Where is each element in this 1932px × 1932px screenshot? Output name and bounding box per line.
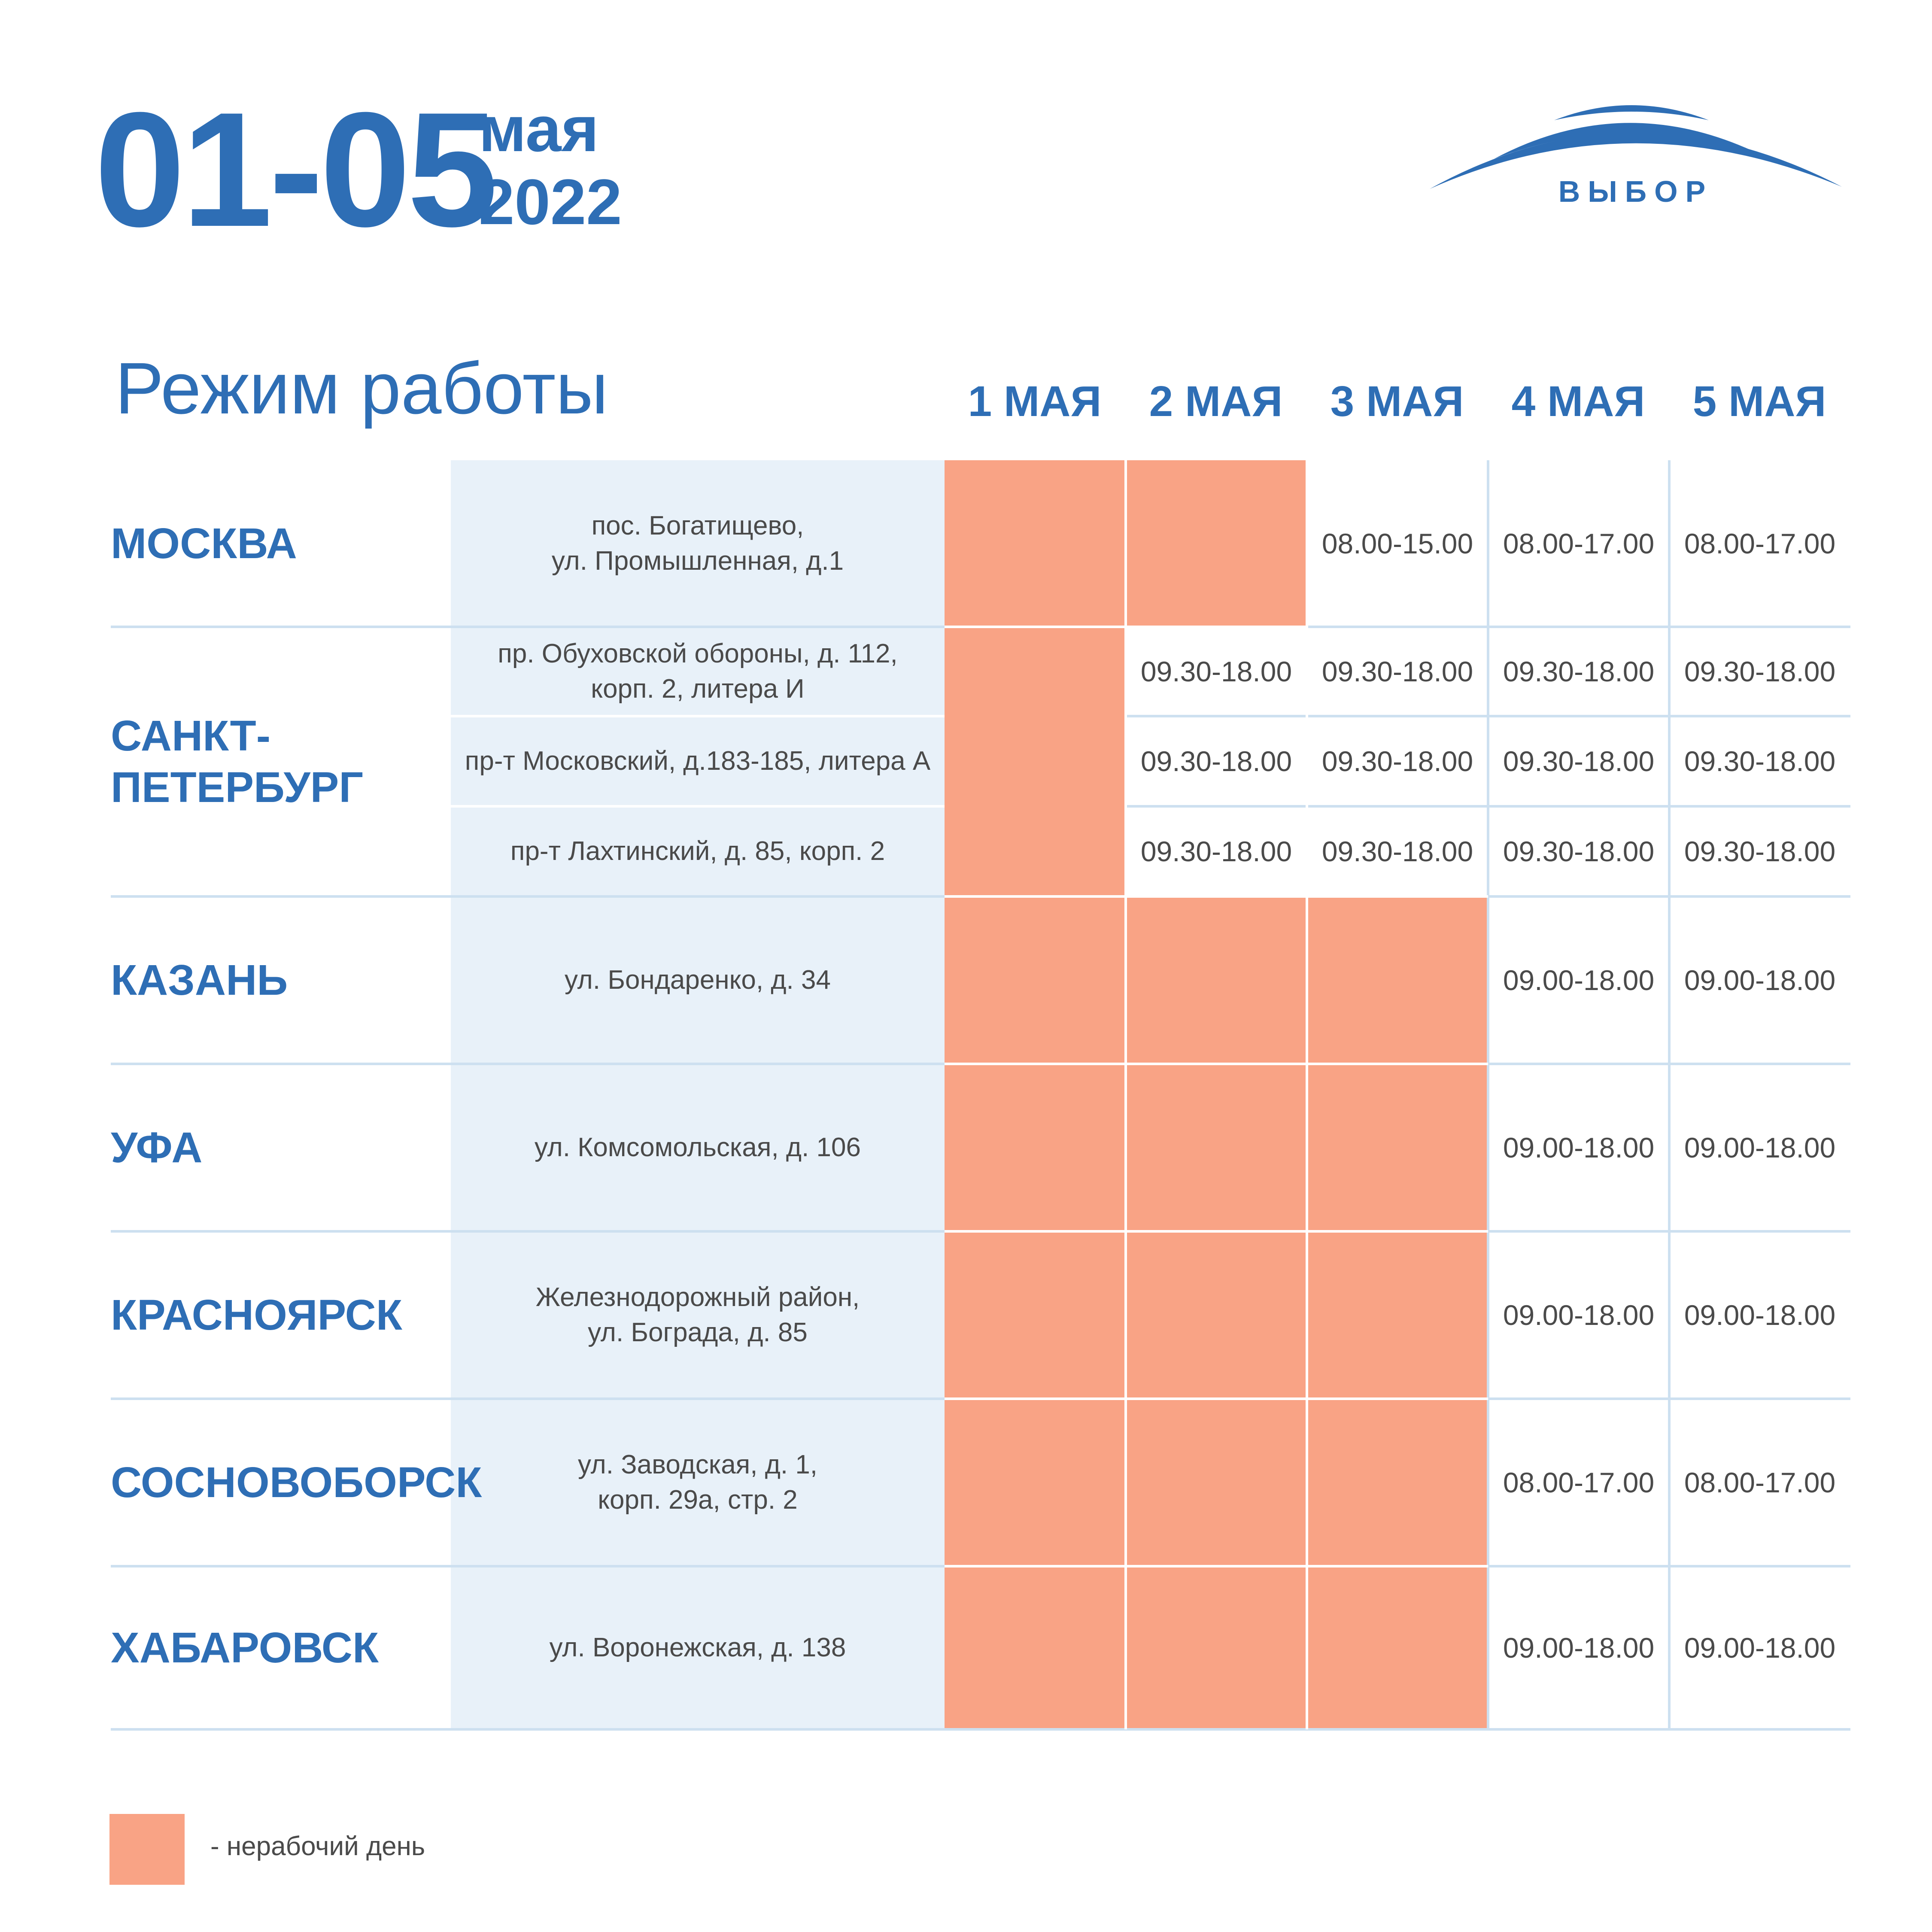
address-cell: пр-т Лахтинский, д. 85, корп. 2 [451,806,945,896]
date-range: 01-05 [94,78,498,261]
cell-separator [945,1230,1488,1233]
date-year: 2022 [479,166,622,238]
non-working-day-cell [1126,1399,1307,1566]
city-name: КАЗАНЬ [111,956,288,1004]
cell-separator [945,1063,1488,1065]
non-working-day-cell [945,1566,1126,1729]
hours-cell: 09.30-18.00 [1321,656,1473,687]
hours-cell: 08.00-15.00 [1321,528,1473,559]
non-working-day-cell [1307,896,1488,1064]
city-name: КРАСНОЯРСК [111,1291,402,1339]
non-working-day-cell [945,1231,1126,1399]
cell-separator [1124,460,1127,1729]
hours-cell: 08.00-17.00 [1684,1467,1836,1498]
cell-separator [945,1565,1488,1567]
hours-cell: 09.00-18.00 [1684,1632,1836,1664]
address-cell: пр-т Московский, д.183-185, литера А [451,716,945,806]
non-working-day-cell [1126,460,1307,627]
hours-cell: 09.00-18.00 [1503,1132,1655,1163]
logo-text: ВЫБОР [1558,175,1713,206]
column-divider [1487,460,1489,1729]
hours-cell: 09.30-18.00 [1321,835,1473,867]
hours-cell: 08.00-17.00 [1684,528,1836,559]
non-working-day-cell [945,896,1126,1064]
cell-separator [945,895,1488,898]
hours-cell: 09.00-18.00 [1503,964,1655,996]
non-working-day-cell [945,1064,1126,1231]
hours-cell: 09.00-18.00 [1503,1632,1655,1664]
day-header-3: 3 МАЯ [1330,377,1464,425]
address-cell: ул. Заводская, д. 1, корп. 29а, стр. 2 [451,1399,945,1566]
hours-cell: 09.30-18.00 [1140,745,1292,777]
address-cell: пр. Обуховской обороны, д. 112, корп. 2,… [451,627,945,716]
city-name: ХАБАРОВСК [111,1624,379,1672]
hours-cell: 09.00-18.00 [1503,1299,1655,1331]
hours-cell: 09.00-18.00 [1684,1299,1836,1331]
row-divider [451,805,945,808]
address-cell: ул. Бондаренко, д. 34 [451,896,945,1064]
cell-separator [945,626,1307,628]
arc-logo-icon [1430,105,1842,189]
column-divider [1668,460,1671,1729]
hours-cell: 08.00-17.00 [1503,1467,1655,1498]
non-working-day-cell [1126,1231,1307,1399]
address-cell: ул. Воронежская, д. 138 [451,1566,945,1729]
city-name: САНКТ- ПЕТЕРБУРГ [111,712,364,811]
address-cell: Железнодорожный район, ул. Бограда, д. 8… [451,1231,945,1399]
non-working-day-cell [1307,1231,1488,1399]
address-cell: ул. Комсомольская, д. 106 [451,1064,945,1231]
hours-cell: 09.30-18.00 [1321,745,1473,777]
hours-cell: 09.30-18.00 [1684,745,1836,777]
non-working-day-cell [945,806,1126,896]
non-working-day-cell [1126,1566,1307,1729]
day-header-4: 4 МАЯ [1511,377,1645,425]
non-working-day-cell [945,1399,1126,1566]
city-name: СОСНОВОБОРСК [111,1458,482,1507]
company-logo: ВЫБОР [1430,105,1842,206]
day-header-5: 5 МАЯ [1692,377,1826,425]
hours-cell: 09.00-18.00 [1684,1132,1836,1163]
city-name: УФА [111,1124,203,1172]
non-working-day-cell [945,716,1126,806]
date-month: мая [479,93,599,165]
day-header-2: 2 МАЯ [1149,377,1283,425]
non-working-day-cell [945,627,1126,716]
schedule-title: Режим работы [115,348,608,429]
cell-separator [945,1397,1488,1400]
hours-cell: 09.30-18.00 [1684,835,1836,867]
legend-label: - нерабочий день [210,1832,425,1861]
hours-cell: 08.00-17.00 [1503,528,1655,559]
non-working-day-cell [1126,1064,1307,1231]
hours-cell: 09.30-18.00 [1503,745,1655,777]
row-divider [111,1728,1850,1731]
city-name: МОСКВА [111,519,297,568]
cell-separator [1306,460,1308,1729]
hours-cell: 09.30-18.00 [1503,835,1655,867]
hours-cell: 09.30-18.00 [1140,835,1292,867]
non-working-day-cell [945,460,1126,627]
hours-cell: 09.30-18.00 [1503,656,1655,687]
address-cell: пос. Богатищево, ул. Промышленная, д.1 [451,460,945,627]
legend-swatch [109,1814,185,1885]
row-divider [451,715,945,717]
non-working-day-cell [1307,1566,1488,1729]
non-working-day-cell [1307,1064,1488,1231]
hours-cell: 09.30-18.00 [1684,656,1836,687]
hours-cell: 09.30-18.00 [1140,656,1292,687]
non-working-day-cell [1307,1399,1488,1566]
non-working-day-cell [1126,896,1307,1064]
day-header-1: 1 МАЯ [968,377,1102,425]
hours-cell: 09.00-18.00 [1684,964,1836,996]
